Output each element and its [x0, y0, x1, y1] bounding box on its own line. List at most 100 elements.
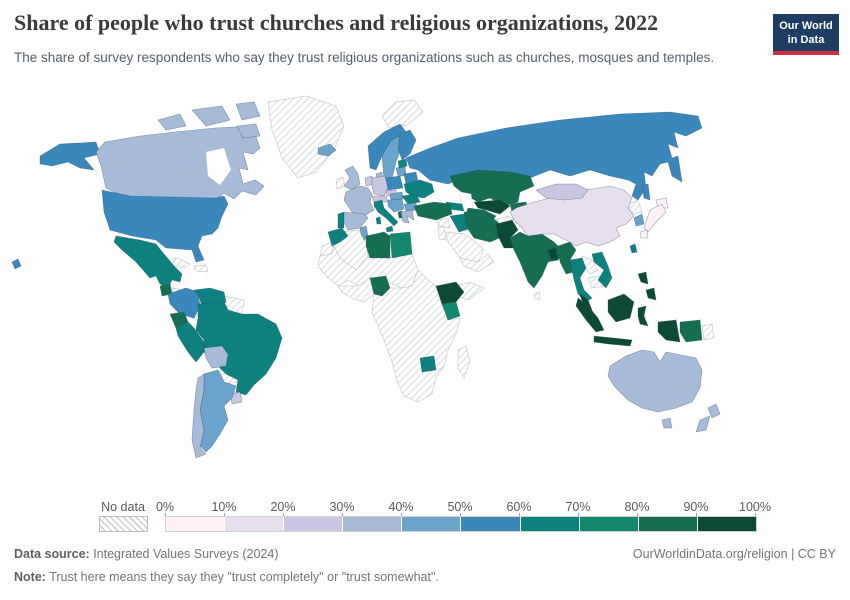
- country-china[interactable]: [509, 185, 635, 247]
- legend-color-swatch[interactable]: [697, 517, 756, 531]
- legend-no-data-swatch[interactable]: [99, 516, 148, 532]
- country-japan-honshu[interactable]: [643, 203, 667, 233]
- country-jordan-israel[interactable]: [437, 225, 447, 241]
- country-haiti[interactable]: [193, 264, 209, 273]
- country-north-korea[interactable]: [627, 199, 643, 215]
- country-united-states[interactable]: [101, 189, 229, 263]
- legend-tick-mark: [637, 513, 638, 516]
- country-madagascar[interactable]: [457, 345, 471, 379]
- country-taiwan[interactable]: [629, 243, 638, 254]
- legend-tick-label: 100%: [739, 500, 771, 514]
- country-romania[interactable]: [401, 193, 421, 205]
- country-japan-kyushu[interactable]: [639, 229, 649, 239]
- country-new-zealand-south[interactable]: [695, 415, 711, 433]
- country-france[interactable]: [343, 185, 375, 217]
- country-australia[interactable]: [607, 349, 703, 413]
- country-hungary-slovakia[interactable]: [389, 191, 404, 201]
- country-sri-lanka[interactable]: [533, 291, 541, 300]
- country-poland[interactable]: [385, 175, 404, 191]
- legend-color-swatch[interactable]: [579, 517, 639, 531]
- legend-tick-label: 50%: [447, 500, 473, 514]
- country-uzbekistan[interactable]: [473, 199, 511, 215]
- country-thailand[interactable]: [569, 257, 593, 303]
- country-iceland[interactable]: [317, 143, 337, 157]
- country-united-kingdom[interactable]: [343, 165, 361, 191]
- country-papua-new-guinea[interactable]: [679, 319, 703, 343]
- country-yemen-oman[interactable]: [459, 253, 495, 273]
- country-canada-island-2[interactable]: [191, 105, 231, 127]
- country-italy-sardinia[interactable]: [375, 216, 382, 225]
- country-greenland[interactable]: [267, 95, 345, 179]
- country-canada-island-3[interactable]: [235, 101, 261, 121]
- country-canada[interactable]: [95, 125, 265, 201]
- country-ukraine[interactable]: [403, 179, 435, 199]
- legend-color-swatch[interactable]: [284, 517, 344, 531]
- legend-color-swatch[interactable]: [402, 517, 462, 531]
- country-svalbard[interactable]: [381, 99, 424, 129]
- legend-color-swatch[interactable]: [166, 517, 226, 531]
- country-philippines-mindanao[interactable]: [645, 287, 657, 301]
- country-new-zealand-north[interactable]: [707, 403, 721, 419]
- country-italy-sicily[interactable]: [385, 225, 394, 233]
- country-united-states-alaska[interactable]: [39, 141, 101, 171]
- country-ethiopia[interactable]: [435, 281, 465, 305]
- country-nigeria[interactable]: [369, 275, 391, 297]
- country-indonesia-sumatra[interactable]: [575, 297, 605, 333]
- region-png-east-no-data[interactable]: [701, 323, 715, 341]
- legend-color-swatch[interactable]: [638, 517, 698, 531]
- country-libya[interactable]: [365, 231, 391, 259]
- country-estonia[interactable]: [397, 158, 408, 169]
- country-egypt[interactable]: [389, 231, 413, 259]
- legend-tick-mark: [519, 513, 520, 516]
- legend-color-swatch[interactable]: [225, 517, 285, 531]
- country-canada-island-1[interactable]: [157, 113, 187, 131]
- country-indonesia-sulawesi[interactable]: [637, 305, 649, 327]
- world-choropleth-map[interactable]: [10, 92, 770, 492]
- country-united-states-hawaii[interactable]: [11, 258, 22, 270]
- country-greece[interactable]: [400, 209, 415, 224]
- country-vietnam[interactable]: [591, 251, 613, 289]
- country-philippines-luzon[interactable]: [637, 271, 649, 285]
- country-ireland[interactable]: [335, 176, 346, 190]
- legend-tick-row: 0% 10% 20% 30% 40% 50% 60% 70% 80% 90% 100%: [156, 500, 771, 516]
- region-west-africa-no-data[interactable]: [337, 277, 375, 303]
- data-source-label: Data source:: [14, 547, 90, 561]
- country-germany[interactable]: [371, 175, 389, 197]
- country-russia-sakhalin[interactable]: [641, 183, 651, 201]
- owid-link[interactable]: OurWorldinData.org/religion | CC BY: [632, 547, 836, 561]
- country-brazil[interactable]: [195, 301, 283, 396]
- country-zimbabwe[interactable]: [419, 355, 437, 373]
- country-australia-tasmania[interactable]: [661, 417, 673, 429]
- region-central-southern-africa-no-data[interactable]: [371, 269, 461, 403]
- country-morocco[interactable]: [327, 227, 349, 247]
- legend-tick-mark: [401, 513, 402, 516]
- country-serbia-balkans[interactable]: [387, 198, 405, 213]
- legend-color-swatch[interactable]: [461, 517, 521, 531]
- country-indonesia-borneo[interactable]: [607, 293, 635, 323]
- country-chile[interactable]: [191, 373, 207, 459]
- country-kenya[interactable]: [441, 301, 461, 321]
- country-colombia[interactable]: [167, 287, 201, 319]
- country-portugal[interactable]: [337, 211, 345, 229]
- country-saudi-arabia[interactable]: [445, 231, 485, 263]
- country-italy[interactable]: [373, 199, 399, 227]
- country-south-korea[interactable]: [633, 213, 645, 227]
- legend-color-swatch[interactable]: [343, 517, 403, 531]
- country-turkey[interactable]: [413, 201, 453, 221]
- legend-tick-mark: [165, 513, 166, 516]
- country-finland[interactable]: [397, 129, 417, 161]
- owid-logo[interactable]: Our World in Data: [773, 14, 839, 55]
- country-canada-island-4[interactable]: [236, 123, 261, 139]
- legend-color-swatch[interactable]: [520, 517, 580, 531]
- country-syria[interactable]: [435, 217, 451, 229]
- country-indonesia-papua[interactable]: [657, 319, 681, 343]
- country-mongolia[interactable]: [535, 183, 589, 201]
- country-iran[interactable]: [463, 211, 505, 243]
- data-source-line: Data source: Integrated Values Surveys (…: [14, 547, 279, 561]
- country-bolivia[interactable]: [203, 345, 229, 369]
- country-bangladesh[interactable]: [547, 247, 559, 261]
- legend-tick-mark: [224, 513, 225, 516]
- country-indonesia-java[interactable]: [593, 335, 633, 347]
- legend-tick-label: 0%: [155, 500, 175, 514]
